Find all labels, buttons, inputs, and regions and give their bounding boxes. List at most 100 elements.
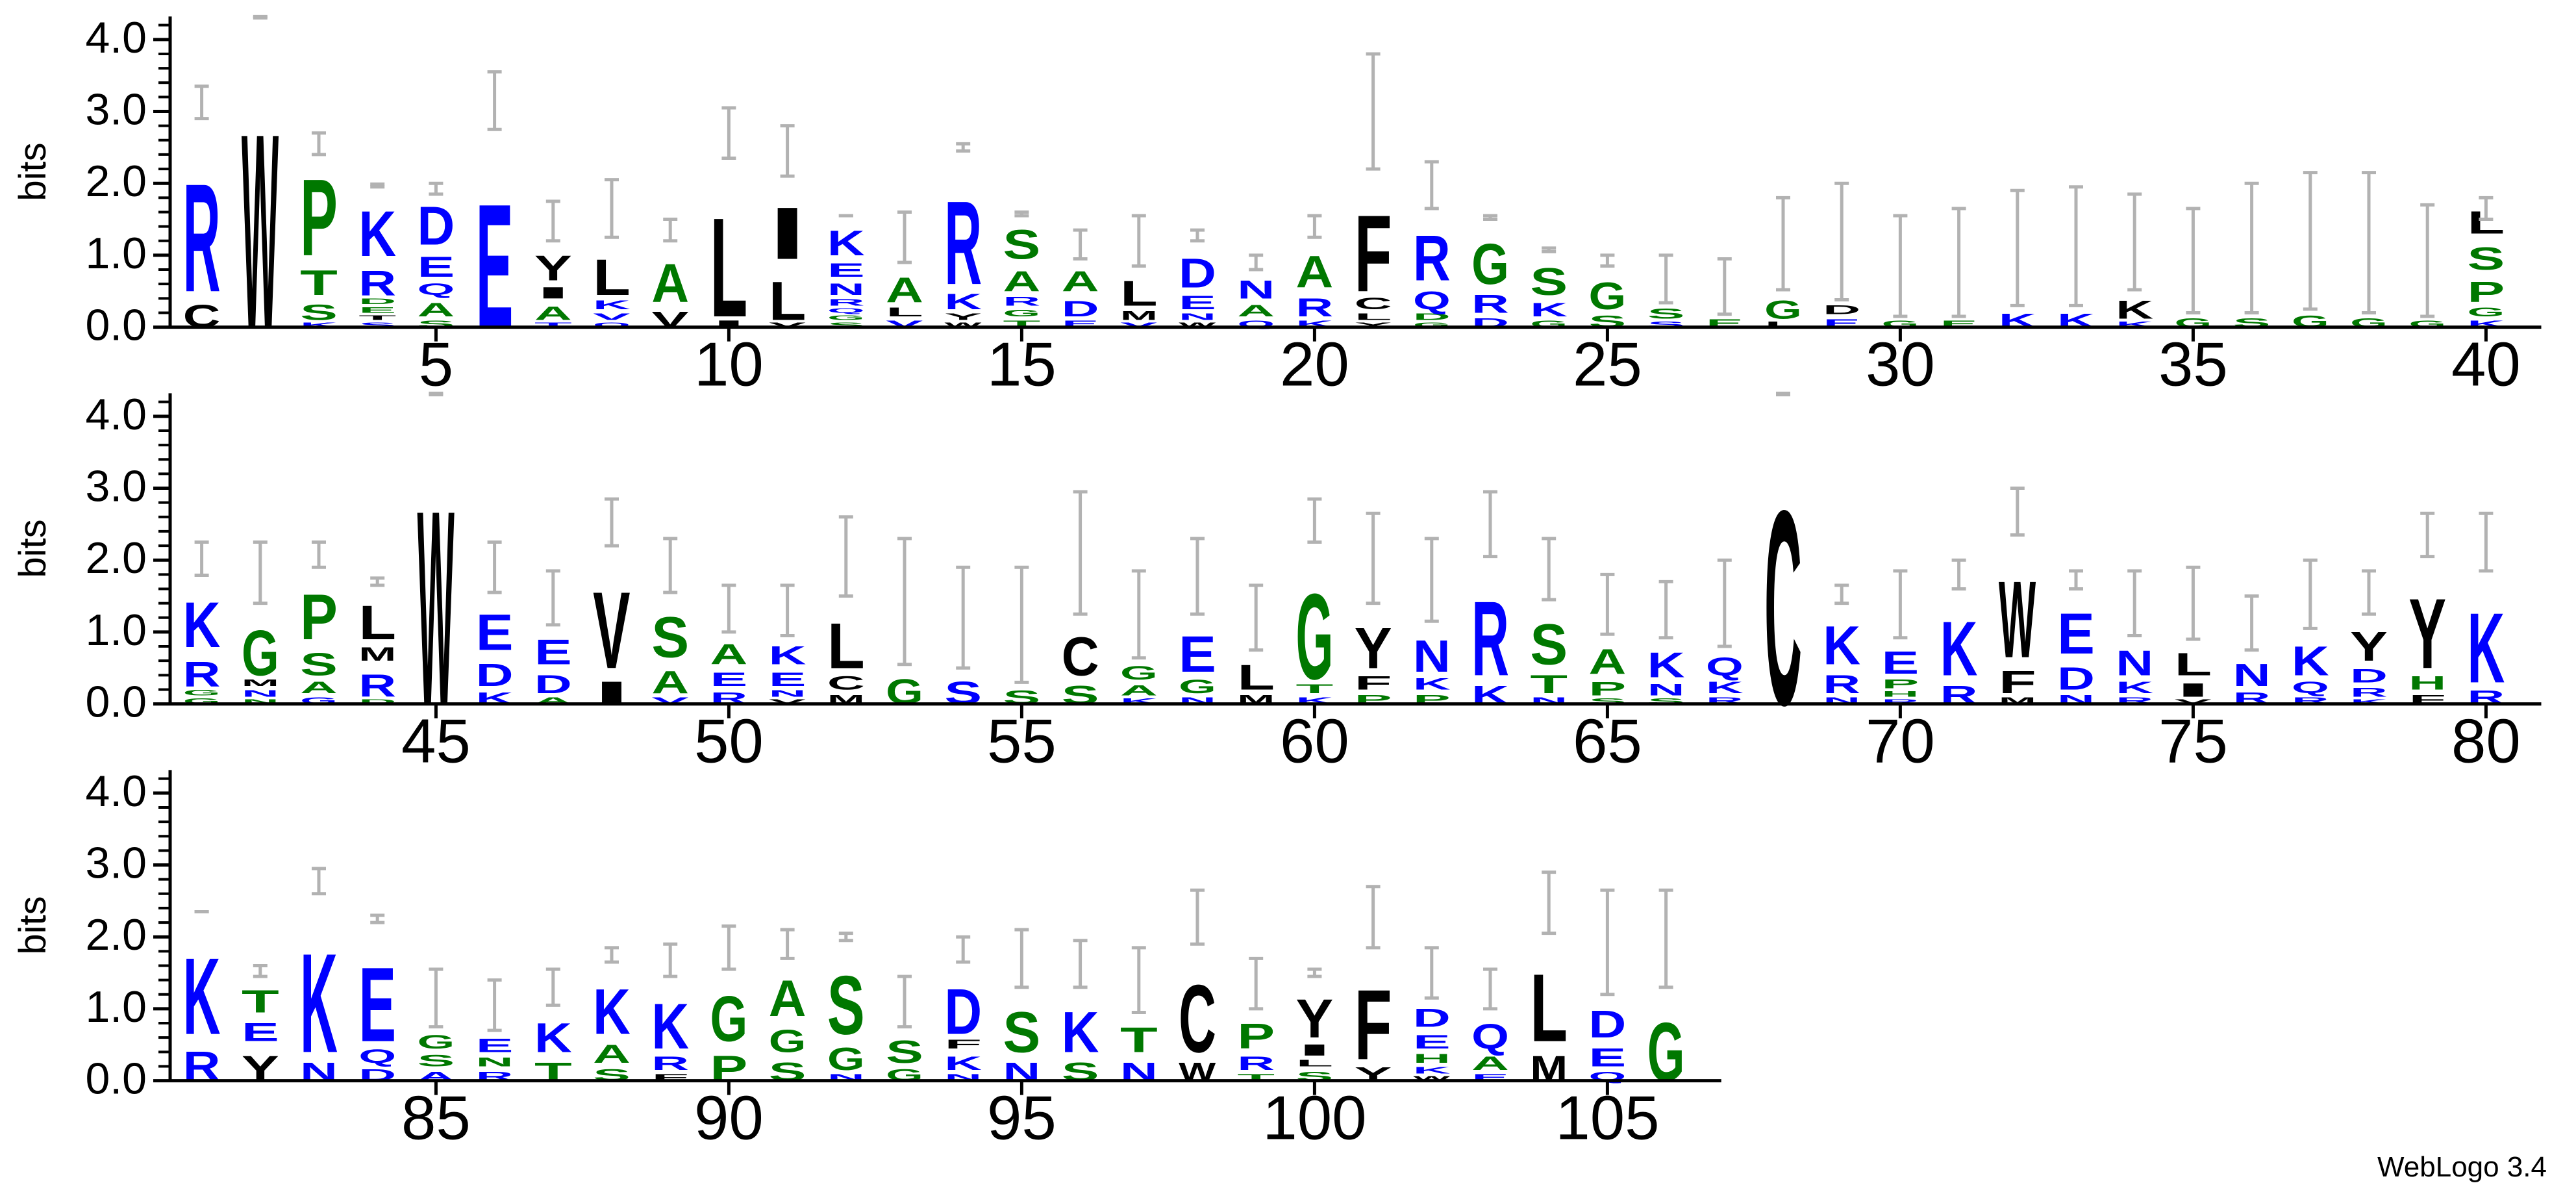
svg-text:A: A [651, 665, 689, 700]
svg-text:30: 30 [1866, 330, 1935, 400]
svg-text:G: G [827, 314, 865, 322]
svg-text:4.0: 4.0 [85, 13, 147, 62]
svg-text:A: A [710, 638, 748, 670]
svg-text:K: K [1413, 1065, 1451, 1076]
svg-text:R: R [1296, 294, 1334, 322]
svg-text:E: E [1882, 644, 1919, 680]
svg-text:A: A [1062, 265, 1099, 298]
svg-text:bits: bits [12, 896, 54, 954]
svg-text:W: W [242, 75, 279, 387]
svg-text:G: G [418, 1031, 455, 1052]
svg-text:K: K [300, 924, 338, 1082]
svg-text:S: S [1530, 260, 1568, 303]
svg-text:1.0: 1.0 [85, 605, 147, 655]
svg-text:3.0: 3.0 [85, 462, 147, 511]
svg-text:60: 60 [1280, 707, 1349, 776]
svg-text:45: 45 [401, 707, 471, 776]
svg-text:R: R [1413, 223, 1451, 295]
svg-text:A: A [1120, 683, 1158, 698]
svg-text:G: G [886, 672, 923, 711]
svg-text:E: E [358, 945, 396, 1063]
svg-text:K: K [1647, 646, 1685, 685]
svg-text:S: S [886, 1034, 923, 1069]
svg-text:4.0: 4.0 [85, 767, 147, 816]
svg-text:C: C [1764, 453, 1802, 763]
svg-text:L: L [1120, 274, 1158, 314]
svg-text:E: E [242, 1018, 279, 1047]
svg-text:E: E [358, 306, 396, 314]
svg-text:L: L [1530, 954, 1568, 1062]
svg-text:A: A [886, 270, 923, 310]
svg-text:E: E [1589, 1043, 1627, 1072]
svg-text:R: R [944, 176, 982, 309]
svg-text:A: A [1296, 247, 1334, 298]
svg-text:A: A [1003, 265, 1041, 298]
svg-text:D: D [1823, 303, 1860, 317]
svg-text:G: G [1003, 308, 1041, 318]
svg-text:L: L [769, 270, 807, 331]
svg-text:I: I [769, 192, 807, 275]
svg-text:R: R [827, 297, 865, 308]
svg-text:0.0: 0.0 [85, 1054, 147, 1104]
svg-text:K: K [651, 991, 689, 1063]
svg-text:S: S [418, 1052, 455, 1070]
svg-text:N: N [1237, 275, 1275, 304]
svg-text:P: P [2468, 276, 2505, 309]
svg-text:A: A [769, 969, 807, 1027]
svg-text:K: K [2292, 638, 2329, 685]
svg-text:A: A [1237, 301, 1275, 320]
svg-text:K: K [944, 1052, 982, 1074]
svg-text:K: K [358, 199, 396, 270]
svg-text:50: 50 [694, 707, 764, 776]
svg-text:3.0: 3.0 [85, 839, 147, 888]
svg-text:K: K [183, 590, 221, 661]
svg-text:K: K [2468, 592, 2505, 704]
svg-text:L: L [1237, 658, 1275, 698]
svg-text:G: G [1296, 569, 1334, 705]
svg-text:15: 15 [987, 330, 1057, 400]
svg-text:K: K [769, 642, 807, 670]
svg-text:T: T [358, 314, 396, 322]
svg-text:A: A [418, 299, 455, 320]
svg-text:G: G [769, 1023, 807, 1059]
svg-text:H: H [1882, 690, 1919, 698]
svg-text:E: E [769, 668, 807, 691]
svg-text:G: G [1471, 233, 1509, 297]
svg-text:K: K [1940, 606, 1978, 692]
svg-text:E: E [2057, 601, 2095, 666]
svg-text:Q: Q [827, 307, 865, 314]
svg-text:D: D [1589, 1002, 1627, 1046]
svg-text:WebLogo 3.4: WebLogo 3.4 [2377, 1151, 2547, 1183]
svg-text:F: F [1355, 970, 1392, 1081]
svg-text:K: K [534, 1015, 572, 1061]
svg-text:D: D [476, 657, 514, 693]
svg-text:G: G [1589, 275, 1627, 318]
svg-text:N: N [242, 688, 279, 699]
svg-text:K: K [827, 223, 865, 263]
svg-text:75: 75 [2158, 707, 2228, 776]
svg-text:L: L [1296, 1058, 1334, 1068]
svg-text:D: D [534, 670, 572, 699]
svg-text:L: L [2175, 646, 2212, 682]
svg-text:S: S [300, 299, 338, 325]
svg-text:G: G [242, 617, 279, 689]
svg-text:L: L [827, 609, 865, 682]
svg-text:D: D [1413, 1004, 1451, 1032]
svg-text:E: E [476, 603, 514, 661]
svg-text:40: 40 [2451, 330, 2521, 400]
svg-text:0.0: 0.0 [85, 301, 147, 350]
svg-text:E: E [476, 1034, 514, 1056]
svg-text:0.0: 0.0 [85, 678, 147, 727]
svg-text:L: L [358, 596, 396, 650]
svg-text:N: N [476, 1055, 514, 1069]
svg-text:bits: bits [12, 142, 54, 201]
svg-text:1.0: 1.0 [85, 982, 147, 1032]
svg-text:A: A [1589, 642, 1627, 682]
svg-text:Y: Y [2350, 624, 2388, 670]
svg-text:K: K [183, 935, 221, 1058]
svg-text:E: E [1179, 625, 1216, 683]
svg-text:85: 85 [401, 1084, 471, 1153]
svg-text:R: R [358, 668, 396, 704]
svg-text:G: G [710, 983, 748, 1055]
svg-text:R: R [2350, 685, 2388, 700]
